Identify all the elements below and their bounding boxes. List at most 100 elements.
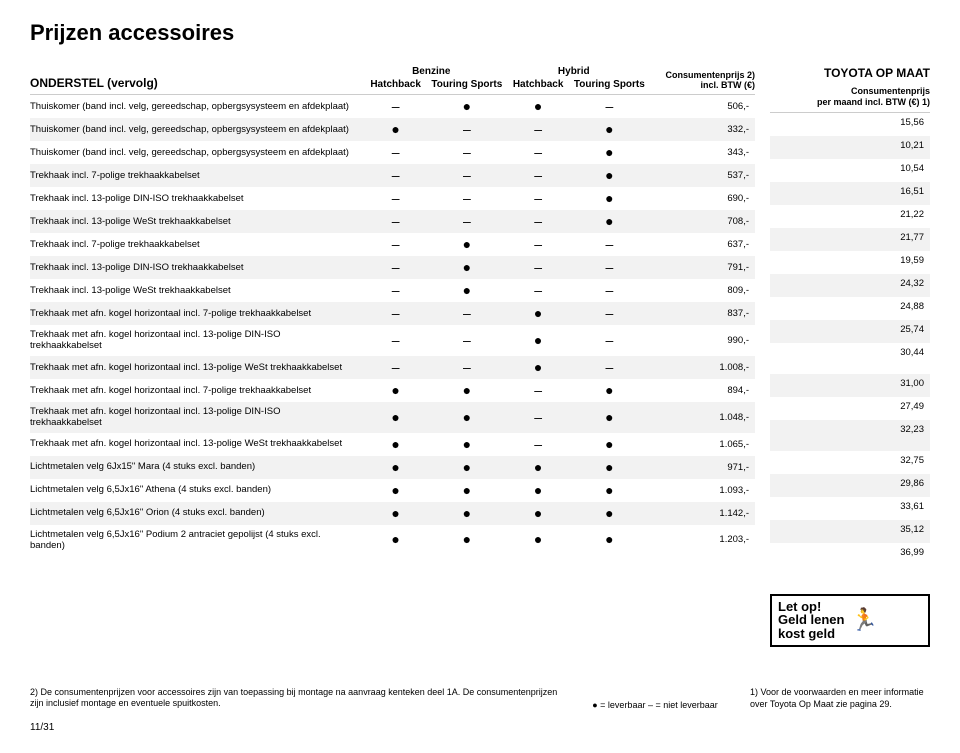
- availability-cell: ●: [431, 506, 502, 521]
- availability-cell: ●: [503, 99, 574, 114]
- monthly-price: 35,12: [770, 520, 930, 543]
- table-row: Trekhaak met afn. kogel horizontaal incl…: [30, 402, 755, 433]
- availability-cell: ●: [574, 383, 645, 398]
- availability-cell: ●: [574, 483, 645, 498]
- row-label: Thuiskomer (band incl. velg, gereedschap…: [30, 101, 360, 112]
- sub-col: Touring Sports: [574, 79, 645, 90]
- table-row: Thuiskomer (band incl. velg, gereedschap…: [30, 95, 755, 118]
- availability-cell: ●: [431, 532, 502, 547]
- availability-cell: ●: [431, 383, 502, 398]
- availability-cell: –: [360, 260, 431, 275]
- availability-cell: ●: [431, 283, 502, 298]
- row-label: Lichtmetalen velg 6,5Jx16" Orion (4 stuk…: [30, 507, 360, 518]
- monthly-price: 33,61: [770, 497, 930, 520]
- availability-cell: ●: [574, 214, 645, 229]
- availability-cell: ●: [574, 191, 645, 206]
- row-label: Trekhaak met afn. kogel horizontaal incl…: [30, 385, 360, 396]
- availability-cell: –: [360, 306, 431, 321]
- row-label: Thuiskomer (band incl. velg, gereedschap…: [30, 147, 360, 158]
- table-row: Trekhaak incl. 7-polige trekhaakkabelset…: [30, 233, 755, 256]
- availability-cell: –: [360, 214, 431, 229]
- table-row: Trekhaak incl. 13-polige DIN-ISO trekhaa…: [30, 187, 755, 210]
- page-number: 11/31: [30, 722, 930, 733]
- table-row: Lichtmetalen velg 6Jx15" Mara (4 stuks e…: [30, 456, 755, 479]
- table-row: Trekhaak met afn. kogel horizontaal incl…: [30, 302, 755, 325]
- row-label: Trekhaak met afn. kogel horizontaal incl…: [30, 329, 360, 352]
- footnote-1: 1) Voor de voorwaarden en meer informati…: [750, 687, 930, 710]
- availability-cell: –: [360, 191, 431, 206]
- main-table: ONDERSTEL (vervolg) Benzine Hatchback To…: [30, 66, 755, 647]
- legend: ● = leverbaar – = niet leverbaar: [592, 700, 718, 710]
- price-cell: 537,-: [645, 170, 755, 181]
- price-cell: 894,-: [645, 385, 755, 396]
- availability-cell: ●: [360, 532, 431, 547]
- monthly-price: 21,22: [770, 205, 930, 228]
- availability-cell: –: [360, 333, 431, 348]
- availability-cell: –: [503, 122, 574, 137]
- availability-cell: –: [574, 283, 645, 298]
- price-cell: 708,-: [645, 216, 755, 227]
- availability-cell: –: [360, 145, 431, 160]
- availability-cell: –: [503, 191, 574, 206]
- availability-cell: –: [431, 145, 502, 160]
- price-cell: 809,-: [645, 285, 755, 296]
- row-label: Lichtmetalen velg 6,5Jx16" Athena (4 stu…: [30, 484, 360, 495]
- availability-cell: ●: [360, 122, 431, 137]
- group-title: Hybrid: [503, 66, 646, 77]
- availability-cell: ●: [431, 483, 502, 498]
- availability-cell: –: [360, 237, 431, 252]
- availability-cell: –: [503, 168, 574, 183]
- row-label: Trekhaak met afn. kogel horizontaal incl…: [30, 308, 360, 319]
- row-label: Trekhaak incl. 7-polige trekhaakkabelset: [30, 170, 360, 181]
- page-title: Prijzen accessoires: [30, 20, 930, 46]
- monthly-price: 32,23: [770, 420, 930, 451]
- table-row: Thuiskomer (band incl. velg, gereedschap…: [30, 118, 755, 141]
- column-label: ONDERSTEL (vervolg): [30, 76, 360, 90]
- monthly-price: 25,74: [770, 320, 930, 343]
- availability-cell: –: [431, 306, 502, 321]
- row-label: Thuiskomer (band incl. velg, gereedschap…: [30, 124, 360, 135]
- availability-cell: –: [431, 333, 502, 348]
- availability-cell: –: [503, 214, 574, 229]
- price-cell: 343,-: [645, 147, 755, 158]
- table-row: Trekhaak incl. 13-polige DIN-ISO trekhaa…: [30, 256, 755, 279]
- availability-cell: ●: [574, 410, 645, 425]
- availability-cell: ●: [360, 460, 431, 475]
- availability-cell: ●: [574, 168, 645, 183]
- availability-cell: –: [574, 260, 645, 275]
- table-row: Thuiskomer (band incl. velg, gereedschap…: [30, 141, 755, 164]
- table-row: Trekhaak incl. 13-polige WeSt trekhaakka…: [30, 210, 755, 233]
- monthly-price: 10,54: [770, 159, 930, 182]
- row-label: Lichtmetalen velg 6Jx15" Mara (4 stuks e…: [30, 461, 360, 472]
- availability-cell: ●: [503, 333, 574, 348]
- sub-col: Hatchback: [503, 79, 574, 90]
- availability-cell: ●: [503, 360, 574, 375]
- sub-col: Hatchback: [360, 79, 431, 90]
- availability-cell: –: [431, 360, 502, 375]
- availability-cell: ●: [431, 460, 502, 475]
- column-group-benzine: Benzine Hatchback Touring Sports: [360, 66, 503, 90]
- availability-cell: ●: [574, 437, 645, 452]
- table-row: Trekhaak incl. 13-polige WeSt trekhaakka…: [30, 279, 755, 302]
- table-row: Trekhaak met afn. kogel horizontaal incl…: [30, 433, 755, 456]
- footnote-2: 2) De consumentenprijzen voor accessoire…: [30, 687, 560, 710]
- sub-col: Touring Sports: [431, 79, 502, 90]
- table-row: Trekhaak met afn. kogel horizontaal incl…: [30, 379, 755, 402]
- side-body: 15,5610,2110,5416,5121,2221,7719,5924,32…: [770, 113, 930, 574]
- row-label: Lichtmetalen velg 6,5Jx16" Podium 2 antr…: [30, 529, 360, 552]
- price-cell: 332,-: [645, 124, 755, 135]
- availability-cell: ●: [503, 460, 574, 475]
- availability-cell: –: [503, 437, 574, 452]
- availability-cell: –: [431, 122, 502, 137]
- table-row: Lichtmetalen velg 6,5Jx16" Athena (4 stu…: [30, 479, 755, 502]
- footer: 2) De consumentenprijzen voor accessoire…: [30, 687, 930, 710]
- monthly-price: 24,32: [770, 274, 930, 297]
- availability-cell: –: [574, 360, 645, 375]
- row-label: Trekhaak met afn. kogel horizontaal incl…: [30, 406, 360, 429]
- availability-cell: ●: [574, 532, 645, 547]
- availability-cell: ●: [431, 437, 502, 452]
- monthly-price: 32,75: [770, 451, 930, 474]
- price-cell: 1.203,-: [645, 534, 755, 545]
- row-label: Trekhaak met afn. kogel horizontaal incl…: [30, 438, 360, 449]
- availability-cell: –: [503, 145, 574, 160]
